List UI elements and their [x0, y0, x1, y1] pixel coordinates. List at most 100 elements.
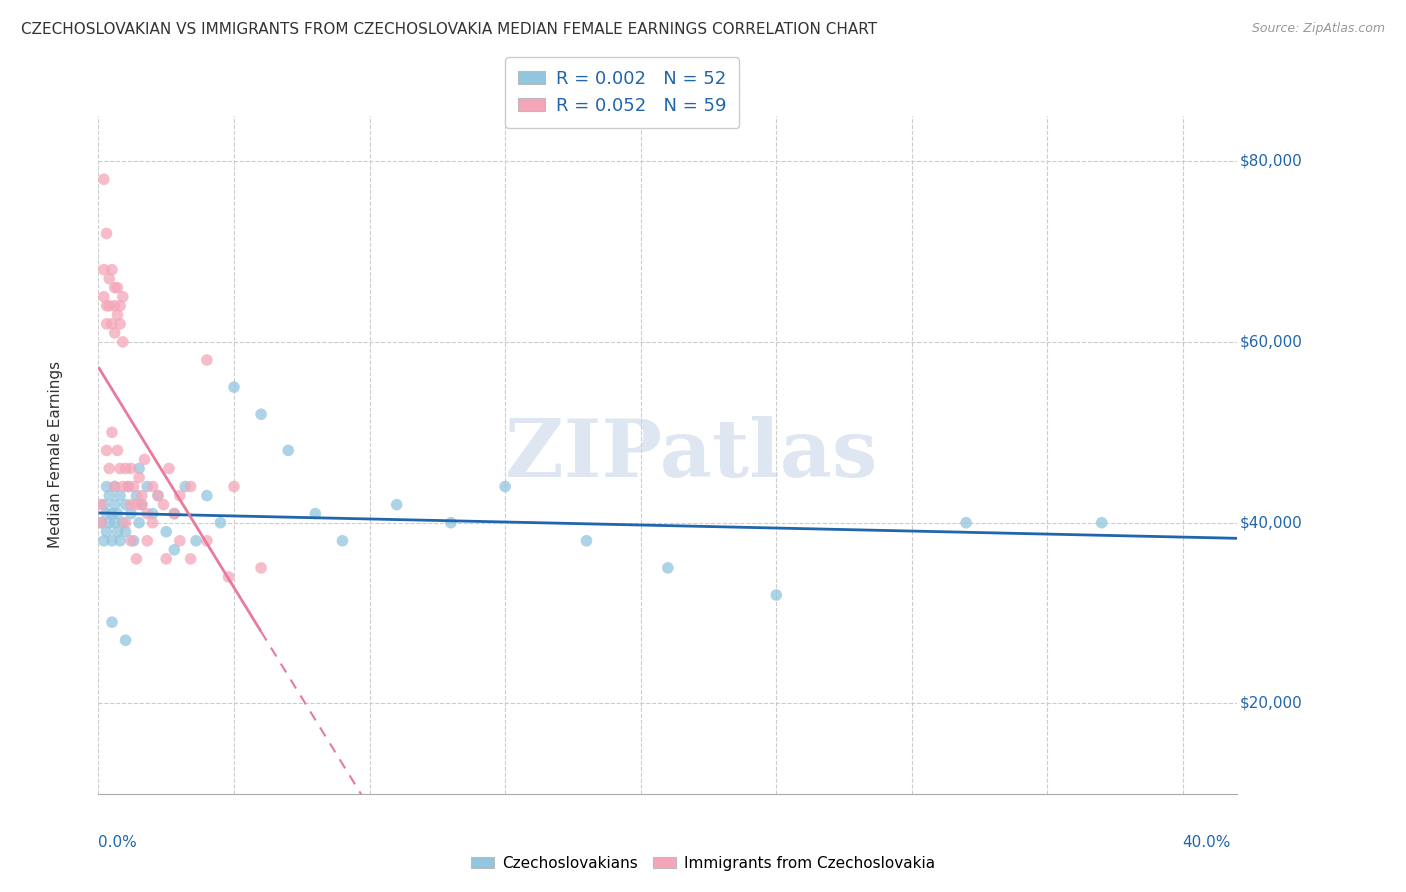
Text: $40,000: $40,000 [1240, 516, 1302, 530]
Point [90, 516, 112, 530]
Point [96, 479, 118, 493]
Point [131, 489, 153, 503]
Point [955, 516, 977, 530]
Point [155, 524, 177, 539]
Text: CZECHOSLOVAKIAN VS IMMIGRANTS FROM CZECHOSLOVAKIA MEDIAN FEMALE EARNINGS CORRELA: CZECHOSLOVAKIAN VS IMMIGRANTS FROM CZECH… [21, 22, 877, 37]
Point [765, 588, 787, 602]
Point [96, 524, 118, 539]
Point [125, 498, 148, 512]
Point [120, 507, 142, 521]
Point [104, 479, 127, 493]
Point [96, 317, 118, 331]
Point [98, 271, 121, 285]
Point [180, 479, 202, 493]
Point [98, 516, 121, 530]
Point [155, 552, 177, 566]
Point [136, 479, 159, 493]
Point [98, 461, 121, 475]
Point [93, 172, 115, 186]
Point [108, 299, 131, 313]
Point [101, 507, 124, 521]
Point [122, 479, 145, 493]
Point [131, 498, 153, 512]
Legend: R = 0.002   N = 52, R = 0.052   N = 59: R = 0.002 N = 52, R = 0.052 N = 59 [505, 57, 740, 128]
Point [136, 533, 159, 548]
Point [111, 290, 134, 304]
Point [104, 281, 127, 295]
Point [90, 498, 112, 512]
Point [157, 461, 180, 475]
Point [169, 533, 191, 548]
Point [114, 524, 136, 539]
Point [98, 299, 121, 313]
Point [114, 633, 136, 648]
Point [93, 290, 115, 304]
Point [142, 479, 165, 493]
Point [101, 425, 124, 440]
Text: ZIPatlas: ZIPatlas [505, 416, 877, 494]
Text: Source: ZipAtlas.com: Source: ZipAtlas.com [1251, 22, 1385, 36]
Point [120, 498, 142, 512]
Point [101, 533, 124, 548]
Point [96, 507, 118, 521]
Point [575, 533, 598, 548]
Point [107, 281, 129, 295]
Point [108, 489, 131, 503]
Point [104, 479, 127, 493]
Point [195, 353, 218, 368]
Point [142, 516, 165, 530]
Point [108, 533, 131, 548]
Point [114, 498, 136, 512]
Point [195, 489, 218, 503]
Point [304, 507, 326, 521]
Point [385, 498, 408, 512]
Point [209, 516, 232, 530]
Point [107, 308, 129, 322]
Point [131, 498, 153, 512]
Point [104, 516, 127, 530]
Point [174, 479, 197, 493]
Point [120, 533, 142, 548]
Point [90, 516, 112, 530]
Point [107, 524, 129, 539]
Point [146, 489, 169, 503]
Point [96, 227, 118, 241]
Point [195, 533, 218, 548]
Point [657, 561, 679, 575]
Point [122, 533, 145, 548]
Point [96, 443, 118, 458]
Legend: Czechoslovakians, Immigrants from Czechoslovakia: Czechoslovakians, Immigrants from Czecho… [463, 847, 943, 880]
Point [104, 326, 127, 340]
Point [93, 498, 115, 512]
Point [101, 317, 124, 331]
Point [440, 516, 463, 530]
Point [111, 479, 134, 493]
Point [101, 262, 124, 277]
Point [163, 507, 186, 521]
Point [1091, 516, 1114, 530]
Point [93, 533, 115, 548]
Text: 40.0%: 40.0% [1182, 835, 1232, 849]
Point [114, 461, 136, 475]
Point [128, 470, 150, 484]
Point [169, 489, 191, 503]
Text: $20,000: $20,000 [1240, 696, 1302, 711]
Point [180, 552, 202, 566]
Point [142, 507, 165, 521]
Point [128, 516, 150, 530]
Point [107, 443, 129, 458]
Point [107, 507, 129, 521]
Point [250, 561, 273, 575]
Point [96, 299, 118, 313]
Point [134, 452, 156, 467]
Point [222, 479, 245, 493]
Point [98, 489, 121, 503]
Point [114, 516, 136, 530]
Point [277, 443, 299, 458]
Point [152, 498, 174, 512]
Point [104, 299, 127, 313]
Point [108, 461, 131, 475]
Point [222, 380, 245, 394]
Point [111, 516, 134, 530]
Text: Median Female Earnings: Median Female Earnings [48, 361, 63, 549]
